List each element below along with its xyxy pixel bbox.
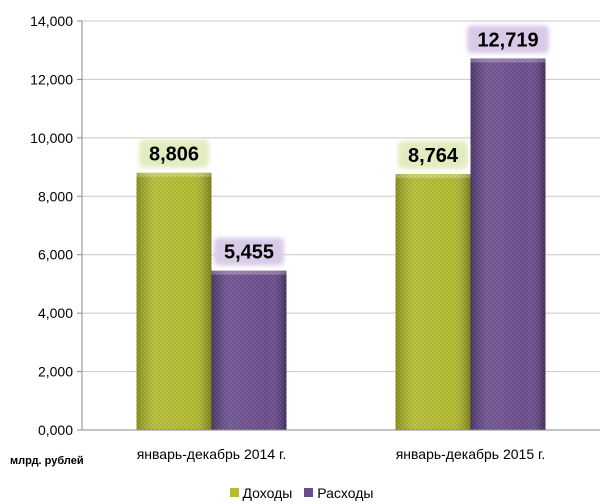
bar-shade bbox=[211, 270, 287, 430]
data-label: 8,764 bbox=[408, 145, 459, 167]
data-label-glow bbox=[139, 139, 209, 168]
legend-swatch-income bbox=[229, 488, 239, 497]
y-tick-label: 6,000 bbox=[38, 247, 73, 263]
bar-income-0 bbox=[136, 172, 212, 430]
legend-item-income: Доходы bbox=[229, 484, 293, 501]
bar-chart: 0,000 2,000 4,000 6,000 8,000 10,000 12,000 14,… bbox=[10, 13, 600, 467]
data-label-glow bbox=[467, 25, 549, 54]
bar-shade bbox=[395, 173, 471, 430]
bar-bevel bbox=[211, 270, 287, 275]
unit-label: млрд. рублей bbox=[10, 455, 84, 467]
legend-item-expenses: Расходы bbox=[304, 485, 373, 501]
bar-bevel bbox=[395, 173, 471, 178]
legend-swatch-expenses bbox=[304, 488, 314, 497]
legend-label-expenses: Расходы bbox=[317, 484, 374, 501]
data-label: 5,455 bbox=[224, 242, 274, 264]
y-axis: 0,000 2,000 4,000 6,000 8,000 10,000 12,000 14,… bbox=[30, 13, 83, 438]
data-label: 12,719 bbox=[477, 29, 538, 51]
y-tick-label: 12,000 bbox=[30, 71, 73, 87]
legend: Доходы Расходы bbox=[0, 484, 603, 501]
data-labels: 8,806 5,455 8,764 12,719 bbox=[139, 25, 549, 266]
y-tick-label: 4,000 bbox=[38, 305, 73, 321]
bar-bevel bbox=[136, 172, 212, 177]
bar-shade bbox=[470, 58, 546, 431]
bar-expenses-0 bbox=[211, 270, 287, 430]
x-category-label: январь-декабрь 2014 г. bbox=[137, 446, 287, 462]
x-category-label: январь-декабрь 2015 г. bbox=[396, 446, 546, 462]
y-tick-label: 14,000 bbox=[30, 13, 73, 29]
bars bbox=[136, 58, 546, 431]
bar-shade bbox=[136, 172, 212, 430]
bar-income-1 bbox=[395, 173, 471, 430]
data-label-glow bbox=[398, 140, 468, 169]
legend-label-income: Доходы bbox=[242, 484, 293, 501]
data-label-glow bbox=[214, 237, 284, 266]
bar-expenses-1 bbox=[470, 58, 546, 431]
y-tick-label: 2,000 bbox=[38, 364, 73, 380]
bar-bevel bbox=[470, 58, 546, 63]
data-label: 8,806 bbox=[149, 144, 199, 166]
y-tick-label: 10,000 bbox=[30, 130, 73, 146]
x-axis: январь-декабрь 2014 г. январь-декабрь 201… bbox=[82, 429, 600, 462]
y-tick-label: 0,000 bbox=[38, 422, 73, 438]
y-tick-label: 8,000 bbox=[38, 188, 73, 204]
